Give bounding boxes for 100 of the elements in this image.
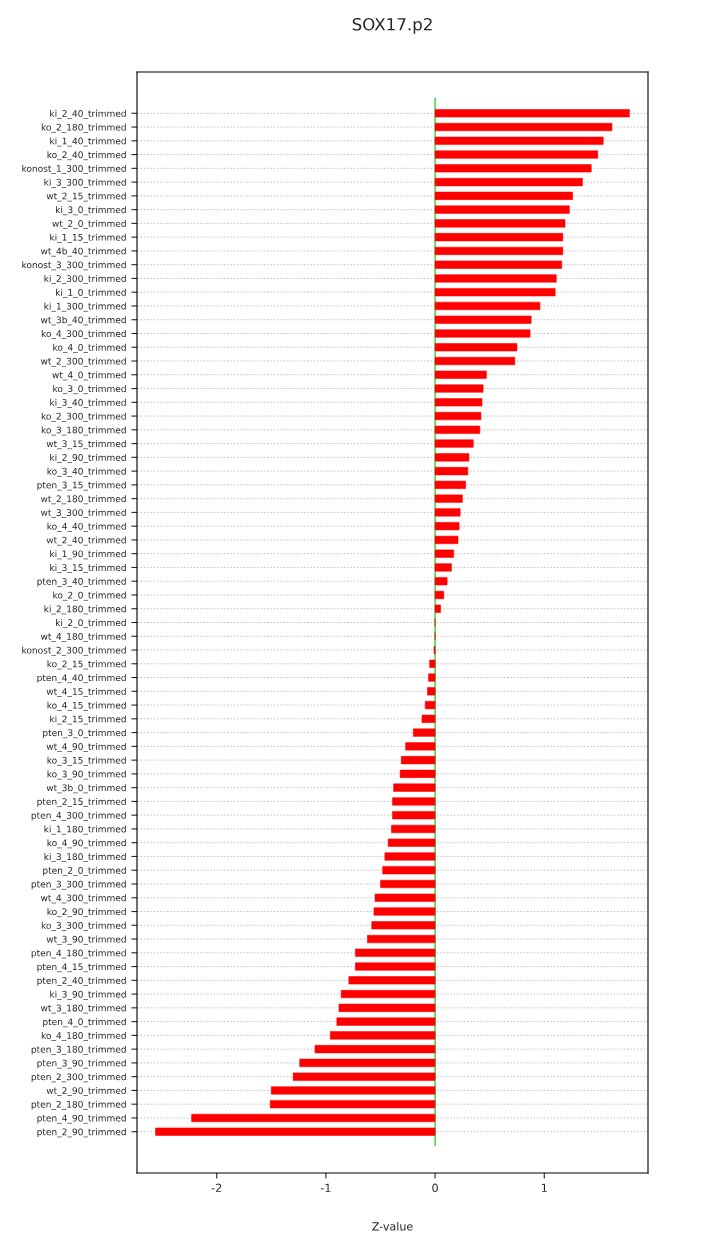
bar xyxy=(271,1086,436,1095)
y-tick-label: ko_4_40_trimmed xyxy=(47,522,126,532)
bar xyxy=(367,934,436,944)
bar xyxy=(434,191,573,200)
bar xyxy=(434,315,532,324)
bar xyxy=(373,907,436,916)
bar xyxy=(391,824,436,833)
y-tick-label: pten_2_300_trimmed xyxy=(31,1073,126,1083)
y-tick-label: wt_4_300_trimmed xyxy=(40,894,126,904)
y-tick-label: wt_2_0_trimmed xyxy=(52,219,126,229)
y-tick-label: ko_2_300_trimmed xyxy=(41,412,126,422)
y-tick-label: pten_2_90_trimmed xyxy=(37,1128,126,1138)
bar xyxy=(434,563,452,572)
bar xyxy=(399,769,436,778)
bar xyxy=(434,274,557,283)
bar xyxy=(434,494,463,503)
y-tick-label: ko_3_0_trimmed xyxy=(53,385,126,395)
bar xyxy=(434,343,518,352)
bar xyxy=(434,329,531,338)
bar xyxy=(434,398,483,407)
y-tick-label: ki_2_40_trimmed xyxy=(50,109,126,119)
y-tick-label: wt_4_90_trimmed xyxy=(46,742,126,752)
bar xyxy=(434,233,564,242)
y-tick-label: ko_4_0_trimmed xyxy=(53,343,126,353)
y-tick-label: wt_3_180_trimmed xyxy=(40,1004,126,1014)
y-tick-label: pten_3_0_trimmed xyxy=(43,729,126,739)
y-tick-label: ki_1_0_trimmed xyxy=(56,288,126,298)
bar xyxy=(336,1017,436,1026)
y-tick-label: ki_2_0_trimmed xyxy=(56,619,126,629)
y-tick-label: ko_3_40_trimmed xyxy=(47,467,126,477)
y-tick-label: ki_1_180_trimmed xyxy=(44,825,126,835)
y-tick-label: wt_2_90_trimmed xyxy=(46,1087,126,1096)
bar xyxy=(382,866,436,875)
y-tick-label: ki_3_0_trimmed xyxy=(56,206,126,216)
bar xyxy=(421,714,436,723)
y-tick-label: pten_3_15_trimmed xyxy=(37,481,126,491)
bar xyxy=(380,879,436,889)
y-tick-label: ki_3_300_trimmed xyxy=(44,178,126,188)
y-tick-label: pten_2_40_trimmed xyxy=(37,976,126,986)
bar xyxy=(355,948,436,957)
y-tick-label: wt_3_15_trimmed xyxy=(46,440,126,450)
bar xyxy=(428,673,436,682)
bar xyxy=(434,577,448,586)
y-tick-label: ki_1_300_trimmed xyxy=(44,302,126,312)
bar xyxy=(299,1058,436,1067)
bar xyxy=(434,384,484,393)
y-tick-label: wt_4_15_trimmed xyxy=(46,687,126,697)
bar xyxy=(434,109,630,118)
y-tick-label: pten_4_15_trimmed xyxy=(37,963,126,973)
y-tick-label: wt_2_300_trimmed xyxy=(40,357,126,367)
bar xyxy=(434,535,459,544)
bar xyxy=(191,1113,436,1123)
bar xyxy=(392,811,436,820)
y-tick-label: ko_4_300_trimmed xyxy=(41,330,126,340)
y-tick-label: ki_3_90_trimmed xyxy=(50,990,126,1000)
bar xyxy=(434,549,454,558)
y-tick-label: ko_2_180_trimmed xyxy=(41,123,126,133)
y-tick-label: ki_1_90_trimmed xyxy=(50,550,126,560)
y-tick-label: wt_2_15_trimmed xyxy=(46,192,126,202)
bar xyxy=(434,590,445,600)
y-tick-label: pten_3_90_trimmed xyxy=(37,1059,126,1069)
bar xyxy=(387,838,436,847)
bar xyxy=(434,205,570,214)
bar xyxy=(424,701,436,710)
y-tick-label: pten_4_40_trimmed xyxy=(37,674,126,684)
bar xyxy=(434,164,592,173)
x-tick-label: 1 xyxy=(541,1183,547,1192)
y-tick-label: konost_2_300_trimmed xyxy=(22,646,126,656)
y-tick-label: ki_1_40_trimmed xyxy=(50,137,126,147)
bar xyxy=(434,439,474,448)
chart-title: SOX17.p2 xyxy=(352,17,432,34)
bar xyxy=(393,783,436,792)
y-tick-label: ki_1_15_trimmed xyxy=(50,233,126,243)
bar xyxy=(155,1127,436,1136)
bar xyxy=(434,136,604,145)
y-tick-label: ko_3_15_trimmed xyxy=(47,756,126,766)
y-tick-label: konost_3_300_trimmed xyxy=(22,261,126,271)
bar xyxy=(371,921,436,930)
y-tick-label: pten_4_0_trimmed xyxy=(43,1018,126,1028)
bar xyxy=(338,1003,436,1012)
y-tick-label: ki_3_15_trimmed xyxy=(50,564,126,574)
y-tick-label: ko_2_0_trimmed xyxy=(53,591,126,601)
bar xyxy=(329,1031,436,1040)
y-tick-label: wt_2_40_trimmed xyxy=(46,536,126,546)
bar xyxy=(355,962,436,971)
y-tick-label: pten_4_300_trimmed xyxy=(31,811,126,821)
y-tick-label: ki_3_180_trimmed xyxy=(44,853,126,863)
x-tick-label: 0 xyxy=(432,1183,438,1193)
bar xyxy=(434,412,482,421)
bar xyxy=(269,1100,436,1109)
bar xyxy=(348,976,436,985)
bar xyxy=(434,480,466,489)
y-tick-label: pten_2_180_trimmed xyxy=(31,1100,126,1110)
y-tick-label: ki_3_40_trimmed xyxy=(50,398,126,408)
y-tick-label: wt_3_300_trimmed xyxy=(40,508,126,518)
bar xyxy=(434,122,613,132)
bar xyxy=(434,150,599,159)
bar xyxy=(434,370,487,379)
y-tick-label: wt_3_90_trimmed xyxy=(46,935,126,945)
y-tick-label: ko_3_180_trimmed xyxy=(41,426,126,436)
